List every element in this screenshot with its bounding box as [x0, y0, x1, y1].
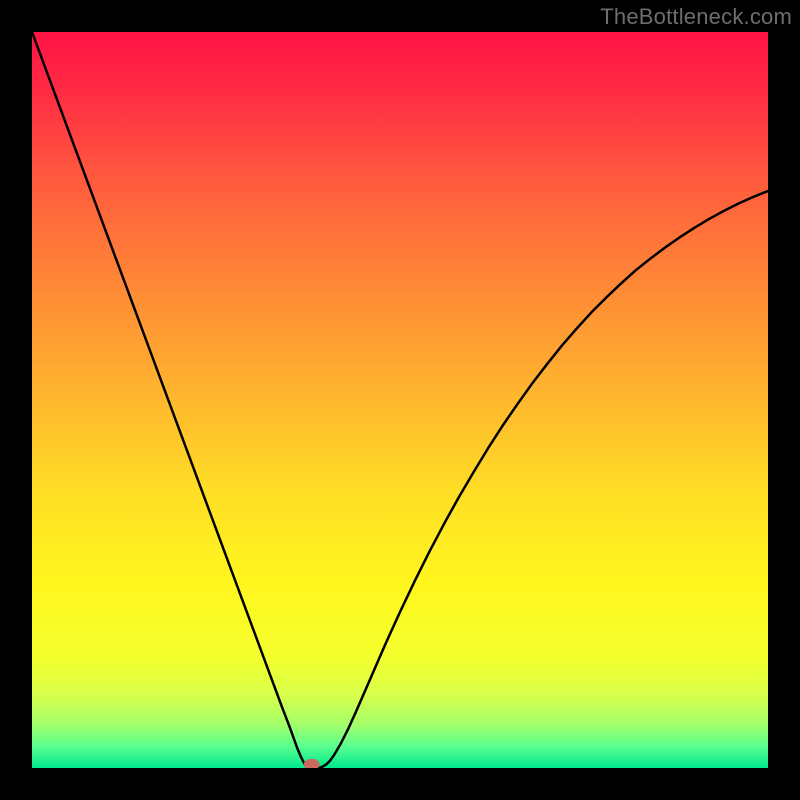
chart-container: TheBottleneck.com	[0, 0, 800, 800]
bottleneck-curve-chart	[0, 0, 800, 800]
plot-background	[32, 32, 768, 768]
watermark-text: TheBottleneck.com	[600, 4, 792, 30]
